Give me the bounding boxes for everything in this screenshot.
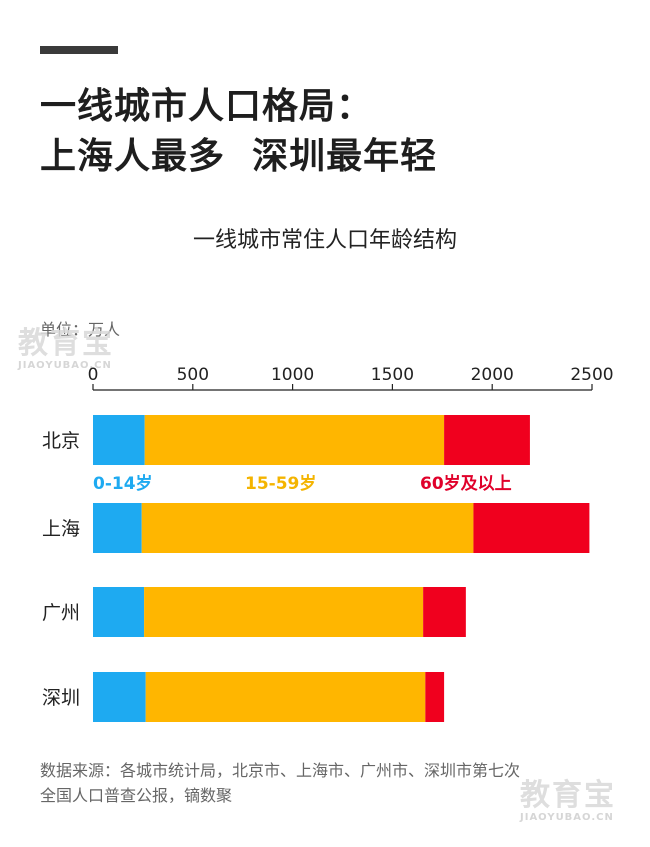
bar-segment	[93, 503, 142, 553]
series-label: 15-59岁	[245, 473, 316, 494]
bar-segment	[141, 503, 474, 553]
category-label: 深圳	[42, 687, 80, 709]
category-label: 广州	[42, 602, 80, 624]
x-tick-label: 1000	[271, 365, 314, 385]
x-tick-label: 500	[177, 365, 209, 385]
category-label: 上海	[42, 518, 80, 540]
bar-segment	[425, 672, 445, 722]
bar-segment	[145, 672, 426, 722]
bar-segment	[423, 587, 466, 637]
headline: 一线城市人口格局： 上海人最多 深圳最年轻	[40, 82, 437, 182]
x-tick-label: 0	[88, 365, 99, 385]
x-tick-label: 2000	[471, 365, 514, 385]
bar-segment	[93, 672, 146, 722]
bar-segment	[93, 415, 145, 465]
x-tick-label: 2500	[570, 365, 613, 385]
source-line-2: 全国人口普查公报，镝数聚	[40, 786, 233, 805]
chart-title: 一线城市常住人口年龄结构	[192, 228, 457, 253]
headline-line-1: 一线城市人口格局：	[40, 86, 374, 127]
source-note: 数据来源：各城市统计局，北京市、上海市、广州市、深圳市第七次 全国人口普查公报，…	[40, 758, 620, 808]
unit-label: 单位：万人	[40, 320, 121, 339]
bar-segment	[144, 415, 445, 465]
top-accent-bar	[40, 46, 118, 54]
x-tick-label: 1500	[371, 365, 414, 385]
watermark-url-bottom: JIAOYUBAO.CN	[520, 812, 614, 823]
bar-segment	[473, 503, 590, 553]
headline-line-2: 上海人最多 深圳最年轻	[40, 136, 438, 177]
series-label: 60岁及以上	[420, 473, 512, 494]
bar-segment	[144, 587, 424, 637]
bar-segment	[93, 587, 145, 637]
source-line-1: 数据来源：各城市统计局，北京市、上海市、广州市、深圳市第七次	[40, 761, 521, 780]
bar-segment	[444, 415, 530, 465]
category-label: 北京	[42, 430, 80, 452]
series-label: 0-14岁	[93, 473, 153, 494]
